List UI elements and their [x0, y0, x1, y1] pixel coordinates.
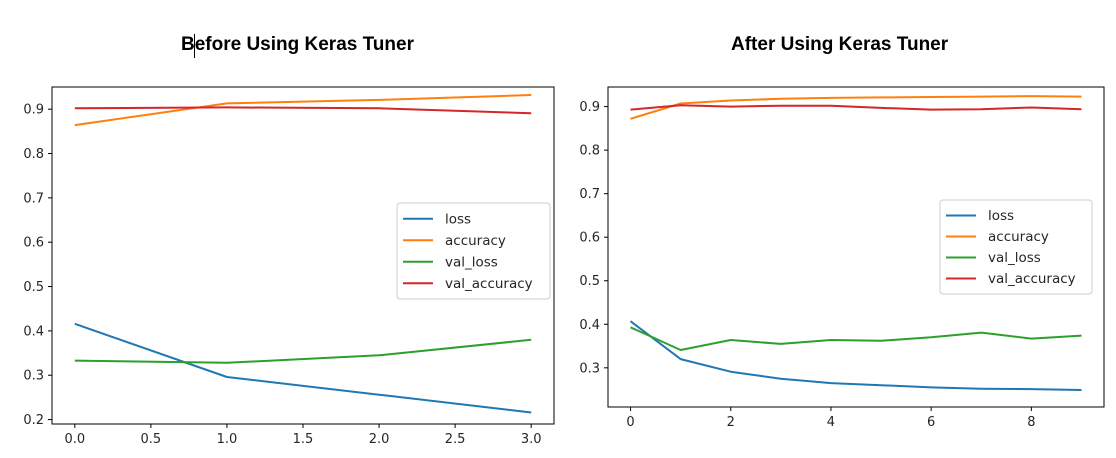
legend-label: accuracy: [988, 229, 1049, 245]
series-line-val-accuracy: [74, 106, 532, 115]
series-line-loss: [629, 320, 1082, 391]
x-tick-label: 8: [1027, 415, 1035, 430]
legend-label: loss: [988, 208, 1014, 224]
series-line-val-loss: [74, 338, 532, 364]
series-line-val-accuracy: [630, 104, 1082, 111]
legend-box: [939, 199, 1093, 295]
chart-before-panel: 0.0 0.5 1.0 1.5 2.0 2.5 3.0 0.2 0.3 0.4 0.5 0.6 0.7 0…: [23, 86, 555, 447]
chart-after-panel: 0 2 4 6 8 0.3 0.4 0.5 0.6 0.7 0.8 0.9 loss accuracy va…: [579, 86, 1105, 430]
y-tick-label: 0.6: [23, 236, 44, 251]
legend-label: val_loss: [988, 250, 1041, 266]
text-cursor: [194, 34, 195, 58]
x-tick-label: 6: [927, 415, 935, 430]
y-tick-label: 0.2: [23, 413, 44, 428]
chart-title-before: Before Using Keras Tuner: [181, 34, 414, 55]
y-tick-label: 0.8: [579, 144, 600, 159]
x-tick-label: 3.0: [521, 432, 542, 447]
y-tick-label: 0.8: [23, 147, 44, 162]
series-line-loss: [74, 322, 532, 414]
legend-label: accuracy: [445, 233, 506, 249]
y-tick-label: 0.5: [579, 274, 600, 289]
y-tick-label: 0.7: [579, 187, 600, 202]
x-tick-label: 4: [827, 415, 835, 430]
series-line-accuracy: [630, 95, 1082, 120]
legend-label: val_loss: [445, 254, 498, 270]
x-tick-label: 1.5: [293, 432, 314, 447]
legend-label: loss: [445, 211, 471, 227]
x-tick-label: 2.0: [369, 432, 390, 447]
legend-box: [396, 202, 551, 300]
x-tick-label: 2.5: [445, 432, 466, 447]
y-tick-label: 0.6: [579, 231, 600, 246]
x-tick-label: 2: [727, 415, 735, 430]
y-tick-label: 0.4: [579, 318, 600, 333]
series-line-val-loss: [630, 326, 1082, 351]
y-tick-label: 0.9: [579, 100, 600, 115]
series-line-accuracy: [74, 94, 532, 127]
y-tick-label: 0.5: [23, 280, 44, 295]
y-tick-label: 0.9: [23, 103, 44, 118]
legend-label: val_accuracy: [988, 271, 1076, 287]
x-tick-label: 0.0: [64, 432, 85, 447]
x-tick-label: 1.0: [217, 432, 238, 447]
plot-frame: [607, 86, 1105, 408]
chart-title-after: After Using Keras Tuner: [731, 34, 949, 55]
y-tick-label: 0.4: [23, 324, 44, 339]
y-tick-label: 0.3: [579, 361, 600, 376]
legend-label: val_accuracy: [445, 276, 533, 292]
y-tick-label: 0.3: [23, 369, 44, 384]
y-tick-label: 0.7: [23, 191, 44, 206]
x-tick-label: 0: [626, 415, 634, 430]
x-tick-label: 0.5: [141, 432, 162, 447]
